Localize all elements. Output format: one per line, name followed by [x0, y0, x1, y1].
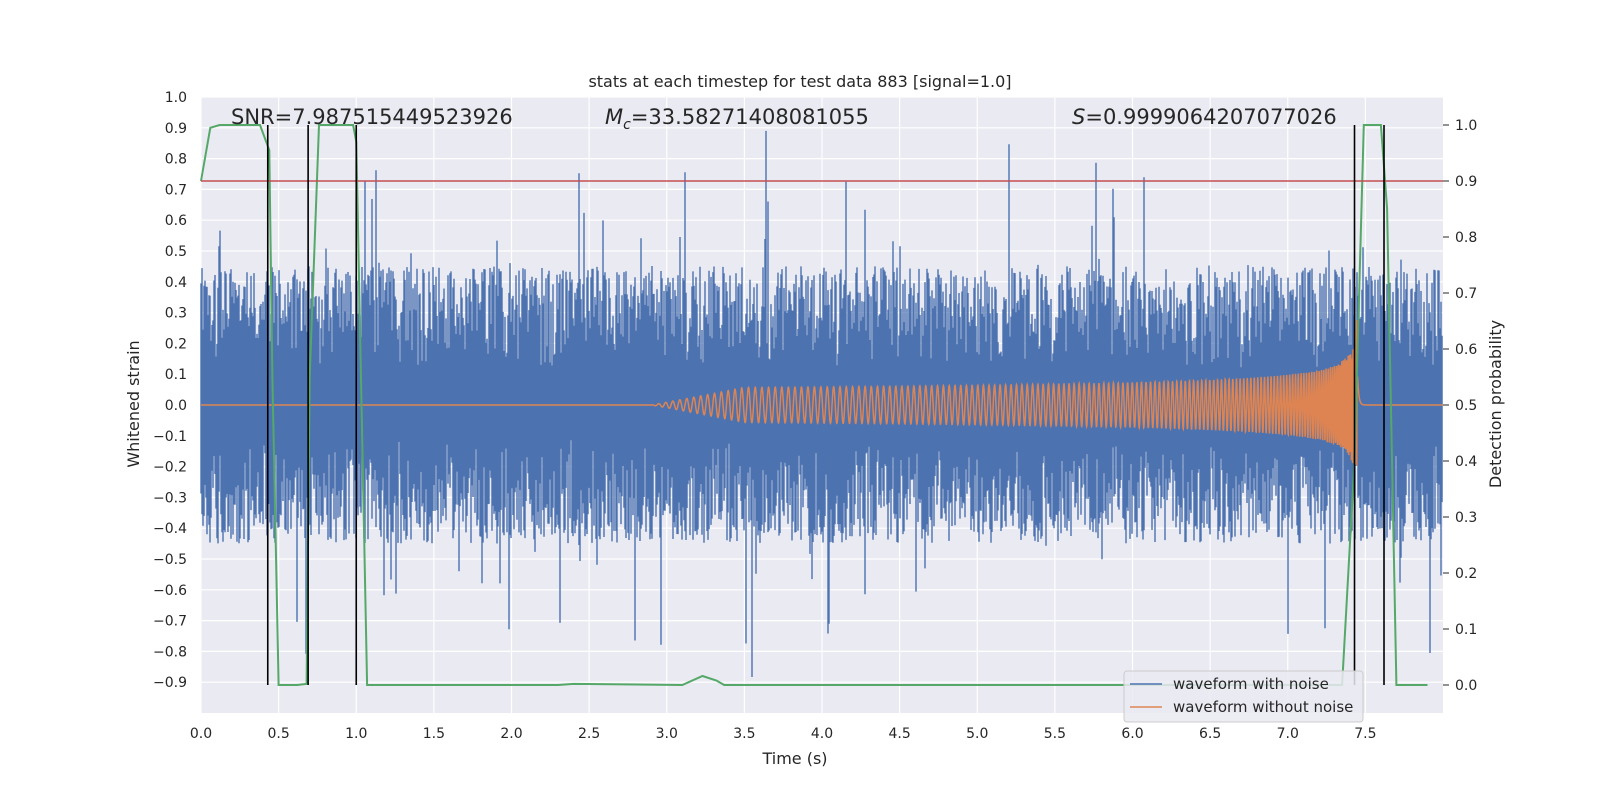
y2-tick-label: 0.6	[1455, 342, 1477, 358]
chirp-mass-annotation: Mc=33.58271408081055	[605, 105, 869, 133]
y-tick-label: 0.5	[165, 244, 187, 260]
x-axis-label: Time (s)	[761, 749, 827, 768]
chart-title: stats at each timestep for test data 883…	[588, 72, 1011, 91]
y-tick-label: 0.2	[165, 336, 187, 352]
x-tick-label: 6.0	[1121, 726, 1143, 742]
y2-tick-label: 0.9	[1455, 174, 1477, 190]
y2-tick-label: 0.4	[1455, 454, 1477, 470]
series-waveform-without-noise	[201, 320, 1443, 466]
y2-axis-ticks: 1.0 0.9 0.8 0.7 0.6 0.5 0.4 0.3 0.2 0.1 0.0	[1443, 118, 1477, 694]
y2-tick-label: 0.3	[1455, 510, 1477, 526]
x-axis-ticks: 0.0 0.5 1.0 1.5 2.0 2.5 3.0 3.5 4.0 4.5 5.0 5.5 6.0 6…	[190, 726, 1377, 742]
clean-waveform-line	[201, 320, 1443, 466]
vertical-markers	[266, 125, 1385, 685]
x-tick-label: 4.0	[811, 726, 833, 742]
y2-tick-label: 0.5	[1455, 398, 1477, 414]
y-tick-label: −0.5	[153, 552, 187, 568]
legend-box	[1123, 670, 1364, 723]
y-tick-label: 0.7	[165, 182, 187, 198]
y-tick-label: 0.8	[165, 152, 187, 168]
legend-label-noisy: waveform with noise	[1173, 675, 1329, 693]
x-tick-label: 1.0	[345, 726, 367, 742]
x-tick-label: 2.0	[500, 726, 522, 742]
y2-tick-label: 0.1	[1455, 622, 1477, 638]
y-tick-label: −0.2	[153, 460, 187, 476]
chirp-mass-value: =33.58271408081055	[631, 105, 869, 129]
legend-label-clean: waveform without noise	[1173, 698, 1353, 716]
x-tick-label: 3.5	[733, 726, 755, 742]
y-tick-label: −0.1	[153, 429, 187, 445]
y-tick-label: −0.8	[153, 644, 187, 660]
x-tick-label: 6.5	[1199, 726, 1221, 742]
y2-tick-label: 0.8	[1455, 230, 1477, 246]
y-axis-label: Whitened strain	[124, 340, 143, 467]
y-tick-label: 0.3	[165, 306, 187, 322]
x-tick-label: 7.0	[1277, 726, 1299, 742]
y2-axis-label: Detection probability	[1486, 320, 1505, 488]
y2-tick-label: 1.0	[1455, 118, 1477, 134]
x-tick-label: 0.0	[190, 726, 212, 742]
legend: waveform with noise waveform without noi…	[1123, 670, 1364, 723]
s-value: =0.9999064207077026	[1085, 105, 1336, 129]
probability-line	[200, 124, 1428, 687]
y-tick-label: 0.9	[165, 121, 187, 137]
y-tick-label: −0.9	[153, 675, 187, 691]
x-tick-label: 5.5	[1044, 726, 1066, 742]
y-tick-label: 1.0	[165, 90, 187, 106]
y-tick-label: −0.7	[153, 614, 187, 630]
s-annotation: S=0.9999064207077026	[1072, 105, 1337, 129]
y-tick-label: 0.6	[165, 213, 187, 229]
y-tick-label: −0.3	[153, 490, 187, 506]
y2-tick-label: 0.0	[1455, 678, 1477, 694]
y-tick-label: 0.4	[165, 275, 187, 291]
series-detection-probability	[200, 124, 1428, 687]
y2-tick-label: 0.2	[1455, 566, 1477, 582]
y-tick-label: 0.1	[165, 367, 187, 383]
x-tick-label: 5.0	[966, 726, 988, 742]
x-tick-label: 3.0	[656, 726, 678, 742]
snr-annotation: SNR=7.987515449523926	[231, 105, 513, 129]
x-tick-label: 7.5	[1354, 726, 1376, 742]
x-tick-label: 0.5	[267, 726, 289, 742]
s-symbol: S	[1072, 105, 1085, 129]
x-tick-label: 2.5	[578, 726, 600, 742]
chirp-mass-symbol: M	[605, 105, 623, 129]
y2-tick-label: 0.7	[1455, 286, 1477, 302]
chirp-mass-subscript: c	[623, 117, 631, 133]
y-axis-ticks: 1.0 0.9 0.8 0.7 0.6 0.5 0.4 0.3 0.2 0.1 0.0 −0.1 −0.…	[153, 90, 187, 691]
x-tick-label: 4.5	[888, 726, 910, 742]
y-tick-label: −0.4	[153, 521, 187, 537]
x-tick-label: 1.5	[423, 726, 445, 742]
y-tick-label: −0.6	[153, 583, 187, 599]
y-tick-label: 0.0	[165, 398, 187, 414]
